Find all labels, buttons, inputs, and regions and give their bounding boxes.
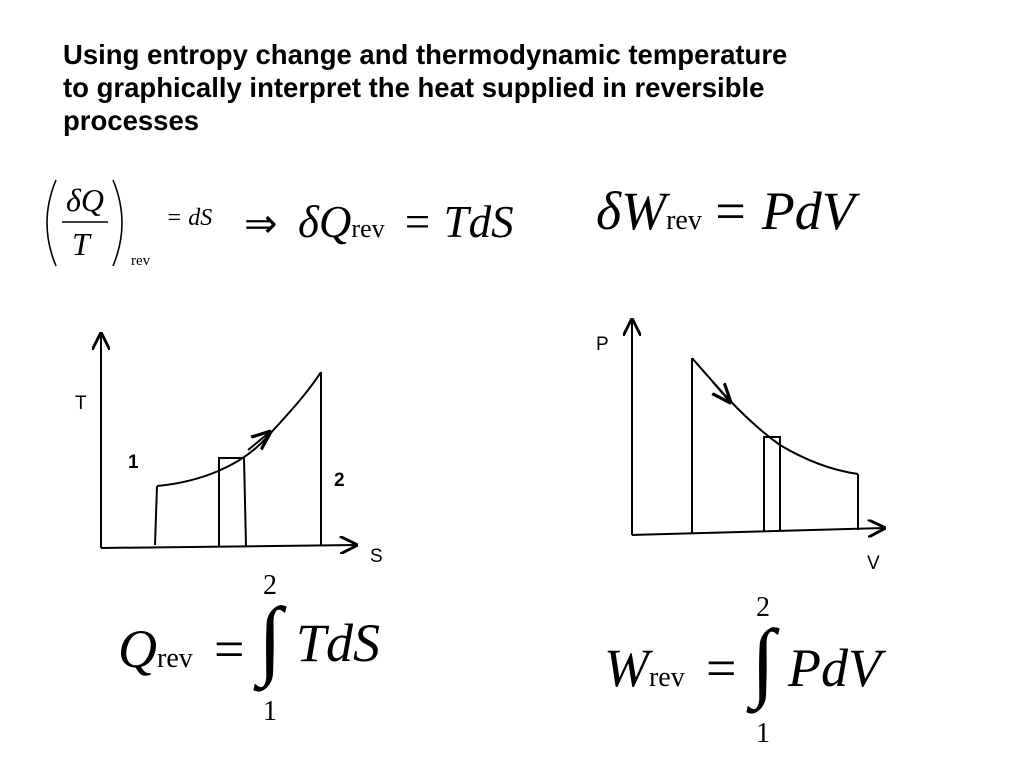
title-line-1: Using entropy change and thermodynamic t… [63, 39, 788, 70]
pv-x-axis-label: V [867, 553, 880, 574]
rev-subscript: rev [351, 214, 385, 243]
integrand-pdv: PdV [788, 638, 881, 698]
ts-state-1-line [154, 485, 158, 546]
pv-direction-arrow [711, 380, 730, 402]
title-line-2: to graphically interpret the heat suppli… [63, 72, 765, 103]
pv-differential-strip [763, 436, 781, 532]
equals-sign: = [706, 638, 737, 698]
integral-lower-limit: 1 [263, 696, 277, 727]
ts-diagram [101, 334, 356, 548]
slide-title: Using entropy change and thermodynamic t… [63, 38, 983, 137]
delta-w: δW [596, 181, 667, 241]
w-rev: Wrev [604, 637, 685, 699]
equals-pdv: = PdV [711, 181, 855, 241]
equals-ds: = dS [166, 205, 213, 231]
fraction-subscript: rev [131, 253, 151, 269]
integral-upper-limit: 2 [263, 570, 277, 601]
title-line-3: processes [63, 105, 200, 136]
q-rev: Qrev [118, 618, 193, 680]
ts-x-axis-label: S [370, 546, 383, 567]
equals-tds: = TdS [402, 197, 514, 247]
integrand-tds: TdS [296, 613, 381, 673]
ts-state-1-label: 1 [128, 452, 139, 473]
pv-process-curve [691, 357, 859, 475]
integral-sign: ∫ [751, 613, 776, 710]
integral-lower-limit: 1 [756, 718, 770, 749]
ts-process-curve [156, 371, 322, 487]
rev-subscript: rev [157, 643, 193, 674]
pv-diagram [632, 320, 884, 535]
ts-direction-arrow [247, 432, 270, 451]
delta-q: δQ [298, 197, 352, 247]
w-symbol: W [604, 638, 649, 698]
fraction-numerator: δQ [66, 182, 104, 218]
pv-y-axis-label: P [596, 334, 609, 355]
rev-subscript: rev [666, 205, 702, 236]
integral-sign: ∫ [258, 591, 283, 688]
implies-symbol: ⇒ [244, 201, 278, 246]
ts-x-axis [100, 545, 356, 548]
ts-state-2-label: 2 [334, 470, 345, 491]
fraction-denominator: T [72, 226, 90, 262]
pv-x-axis [631, 528, 884, 535]
ts-differential-strip [218, 457, 247, 547]
work-definition-equation: δWrev = PdV [596, 180, 855, 242]
equals-sign: = [214, 619, 245, 679]
delta-q-rev: δQrev [298, 196, 385, 248]
ts-y-axis-label: T [75, 393, 87, 414]
integral-upper-limit: 2 [756, 592, 770, 623]
q-symbol: Q [118, 619, 157, 679]
rev-subscript: rev [648, 662, 685, 693]
